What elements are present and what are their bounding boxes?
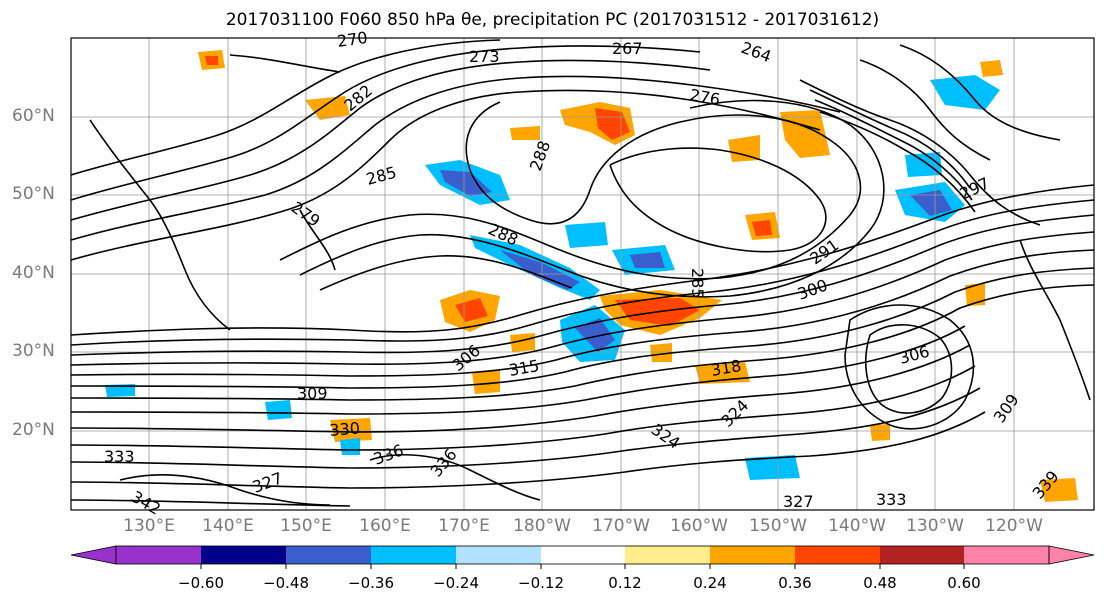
colorbar-tick-label: −0.48 (263, 574, 309, 592)
colorbar-segment (880, 546, 964, 564)
colorbar (70, 545, 1095, 569)
lon-label: 160°W (670, 516, 728, 536)
lon-label: 150°E (280, 516, 332, 536)
contour-label: 285 (688, 268, 707, 299)
lat-label-30n: 30°N (12, 341, 55, 361)
colorbar-segment (795, 546, 880, 564)
colorbar-tick-label: 0.48 (863, 574, 897, 592)
colorbar-segment (371, 546, 456, 564)
lon-label: 120°W (985, 516, 1043, 536)
lat-label-20n: 20°N (12, 420, 55, 440)
colorbar-segment (286, 546, 371, 564)
contour-label: 273 (469, 47, 500, 66)
contour-label: 327 (783, 492, 814, 511)
contour-label: 330 (329, 418, 361, 440)
colorbar-segment (541, 546, 625, 564)
lon-label: 170°E (438, 516, 490, 536)
colorbar-segment (116, 546, 201, 564)
lon-label: 140°E (202, 516, 254, 536)
contour-label: 333 (104, 447, 135, 466)
lat-label-60n: 60°N (12, 106, 55, 126)
theta-e-contours (70, 39, 1095, 507)
colorbar-tick-label: 0.60 (947, 574, 981, 592)
contour-label: 270 (336, 28, 369, 51)
contour-label: 267 (612, 39, 643, 58)
colorbar-tick-label: 0.24 (693, 574, 727, 592)
lon-label: 150°W (749, 516, 807, 536)
lon-label: 170°W (592, 516, 650, 536)
lon-label: 130°E (123, 516, 175, 536)
colorbar-tick-label: −0.60 (178, 574, 224, 592)
colorbar-segment (625, 546, 710, 564)
map-frame (70, 37, 1095, 511)
lon-label: 140°W (828, 516, 886, 536)
colorbar-tick-label: −0.36 (348, 574, 394, 592)
colorbar-segment (964, 546, 1049, 564)
colorbar-extend-low (70, 545, 117, 565)
colorbar-segment (710, 546, 795, 564)
lon-label: 160°E (359, 516, 411, 536)
map-title: 2017031100 F060 850 hPa θe, precipitatio… (225, 10, 880, 30)
colorbar-extend-high (1048, 545, 1095, 565)
colorbar-segment (201, 546, 286, 564)
lat-label-50n: 50°N (12, 184, 55, 204)
colorbar-tick-label: 0.12 (608, 574, 642, 592)
colorbar-tick-label: 0.36 (778, 574, 812, 592)
contour-label: 309 (297, 384, 328, 403)
lon-label: 180°W (513, 516, 571, 536)
map-graticule (71, 38, 1094, 510)
lon-label: 130°W (906, 516, 964, 536)
contour-label: 333 (876, 490, 907, 509)
colorbar-tick-label: −0.24 (433, 574, 479, 592)
colorbar-segment (456, 546, 541, 564)
colorbar-tick-label: −0.12 (518, 574, 564, 592)
lat-label-40n: 40°N (12, 263, 55, 283)
